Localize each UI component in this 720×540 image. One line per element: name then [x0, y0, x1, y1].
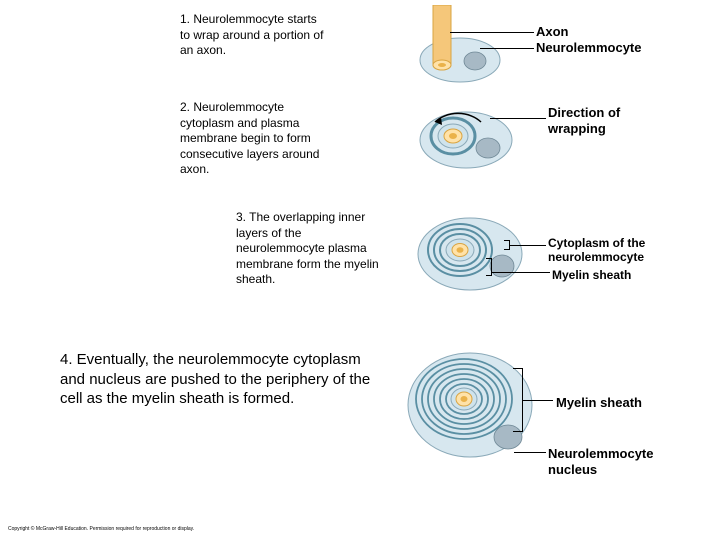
- step-4-text: 4. Eventually, the neurolemmocyte cytopl…: [60, 350, 380, 409]
- label-neurolemmocyte: Neurolemmocyte: [536, 40, 641, 56]
- step-3-text: 3. The overlapping inner layers of the n…: [236, 210, 391, 288]
- leader-myelin-inner: [492, 272, 550, 273]
- leader-myelin: [523, 400, 553, 401]
- copyright-text: Copyright © McGraw-Hill Education. Permi…: [8, 526, 194, 532]
- leader-cytoplasm: [510, 245, 546, 246]
- bracket-myelin: [513, 368, 523, 432]
- label-myelin-inner: Myelin sheath: [552, 268, 631, 282]
- diagram-step-2: [408, 90, 518, 175]
- label-nucleus: Neurolemmocyte nucleus: [548, 446, 688, 477]
- leader-direction: [490, 118, 546, 119]
- step-2-text: 2. Neurolemmocyte cytoplasm and plasma m…: [180, 100, 335, 178]
- leader-axon: [450, 32, 534, 33]
- step-1-text: 1. Neurolemmocyte starts to wrap around …: [180, 12, 330, 59]
- label-cytoplasm: Cytoplasm of the neurolemmocyte: [548, 236, 688, 265]
- label-myelin: Myelin sheath: [556, 395, 642, 411]
- leader-nucleus: [514, 452, 546, 453]
- label-direction: Direction of wrapping: [548, 105, 648, 136]
- bracket-myelin-inner: [486, 258, 492, 276]
- diagram-step-1: [405, 5, 505, 85]
- label-axon: Axon: [536, 24, 569, 40]
- leader-neurolemmocyte: [480, 48, 534, 49]
- diagram-step-3: [410, 200, 530, 300]
